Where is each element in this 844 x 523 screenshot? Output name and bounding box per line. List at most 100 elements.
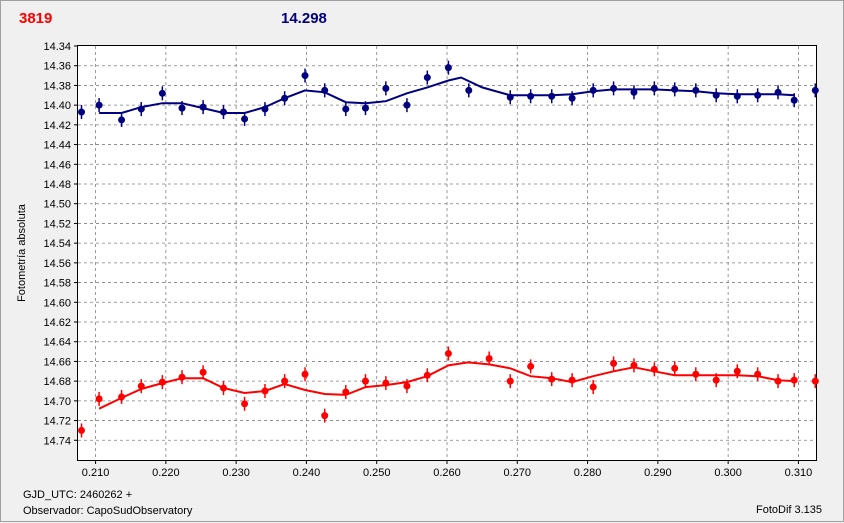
- data-marker: [485, 354, 493, 362]
- series-0-point: [712, 88, 720, 103]
- data-marker: [811, 86, 819, 94]
- data-marker: [774, 377, 782, 385]
- data-marker: [548, 92, 556, 100]
- series-0-point: [118, 112, 126, 127]
- series-1-point: [485, 351, 493, 366]
- series-1-point: [219, 381, 227, 396]
- series-0-point: [610, 81, 618, 96]
- data-marker: [321, 86, 329, 94]
- y-axis-label: Fotometría absoluta: [16, 203, 28, 302]
- series-0-point: [78, 105, 86, 120]
- data-marker: [382, 379, 390, 387]
- x-tick-label: 0.290: [644, 467, 672, 479]
- data-marker: [630, 361, 638, 369]
- series-1-point: [137, 379, 145, 394]
- series-0-point: [548, 89, 556, 104]
- series-0-point: [671, 82, 679, 97]
- data-marker: [712, 376, 720, 384]
- y-tick-label: 14.34: [43, 41, 71, 53]
- series-1-point: [630, 358, 638, 373]
- data-marker: [506, 93, 514, 101]
- data-marker: [95, 395, 103, 403]
- y-tick-label: 14.66: [43, 356, 71, 368]
- series-1-point: [158, 375, 166, 390]
- series-layer: [78, 60, 819, 438]
- series-0-point: [527, 89, 535, 104]
- data-marker: [178, 104, 186, 112]
- y-tick-label: 14.70: [43, 396, 71, 408]
- data-marker: [423, 371, 431, 379]
- data-marker: [506, 377, 514, 385]
- data-marker: [733, 92, 741, 100]
- data-marker: [178, 373, 186, 381]
- data-marker: [548, 375, 556, 383]
- series-0-point: [137, 102, 145, 117]
- x-tick-label: 0.220: [152, 467, 180, 479]
- series-0-point: [650, 81, 658, 96]
- series-0-point: [774, 85, 782, 100]
- data-marker: [342, 388, 350, 396]
- y-tick-label: 14.52: [43, 218, 71, 230]
- y-tick-label: 14.68: [43, 376, 71, 388]
- data-marker: [403, 101, 411, 109]
- series-1-point: [261, 384, 269, 398]
- y-tick-label: 14.56: [43, 258, 71, 270]
- series-0-point: [733, 89, 741, 104]
- y-tick-label: 14.74: [43, 435, 71, 447]
- series-1-fit-line: [98, 361, 795, 410]
- x-tick-label: 0.310: [785, 467, 813, 479]
- data-marker: [650, 84, 658, 92]
- series-1-point: [733, 364, 741, 379]
- data-marker: [78, 426, 86, 434]
- x-tick-label: 0.300: [714, 467, 742, 479]
- data-marker: [382, 84, 390, 92]
- series-1-point: [610, 356, 618, 371]
- series-1-point: [790, 373, 798, 388]
- data-marker: [137, 382, 145, 390]
- x-tick-label: 0.280: [574, 467, 602, 479]
- data-marker: [712, 91, 720, 99]
- series-0-point: [342, 102, 350, 117]
- data-marker: [342, 105, 350, 113]
- data-marker: [444, 64, 452, 72]
- y-axis-ticks: 14.34 14.36 14.38 14.40 14.42 14.44 14.46 14.48…: [43, 41, 78, 447]
- series-0-point: [790, 93, 798, 108]
- series-1-point: [589, 380, 597, 395]
- x-tick-label: 0.260: [433, 467, 461, 479]
- data-marker: [527, 92, 535, 100]
- data-marker: [281, 377, 289, 385]
- y-tick-label: 14.58: [43, 278, 71, 290]
- series-1-point: [118, 389, 126, 404]
- x-tick-label: 0.270: [504, 467, 532, 479]
- series-1-point: [650, 362, 658, 377]
- data-marker: [241, 115, 249, 123]
- data-marker: [118, 116, 126, 124]
- y-tick-label: 14.44: [43, 140, 71, 152]
- series-0-point: [321, 83, 329, 98]
- data-marker: [361, 104, 369, 112]
- y-tick-label: 14.60: [43, 297, 71, 309]
- data-marker: [650, 365, 658, 373]
- series-1-point: [199, 365, 207, 380]
- data-marker: [589, 86, 597, 94]
- data-marker: [281, 94, 289, 102]
- data-marker: [790, 376, 798, 384]
- data-marker: [301, 72, 309, 80]
- series-1-point: [692, 367, 700, 382]
- software-version: FotoDif 3.135: [756, 504, 823, 516]
- data-marker: [301, 370, 309, 378]
- data-marker: [527, 362, 535, 370]
- series-1-point: [444, 346, 452, 361]
- series-1-point: [342, 384, 350, 399]
- series-0-point: [403, 98, 411, 113]
- series-1-point: [423, 368, 431, 383]
- y-tick-label: 14.36: [43, 61, 71, 73]
- series-0-point: [506, 90, 514, 105]
- series-1-point: [321, 408, 329, 423]
- data-marker: [568, 94, 576, 102]
- series-1-point: [178, 370, 186, 385]
- x-tick-label: 0.230: [222, 467, 250, 479]
- data-marker: [610, 84, 618, 92]
- y-tick-label: 14.38: [43, 80, 71, 92]
- data-marker: [158, 378, 166, 386]
